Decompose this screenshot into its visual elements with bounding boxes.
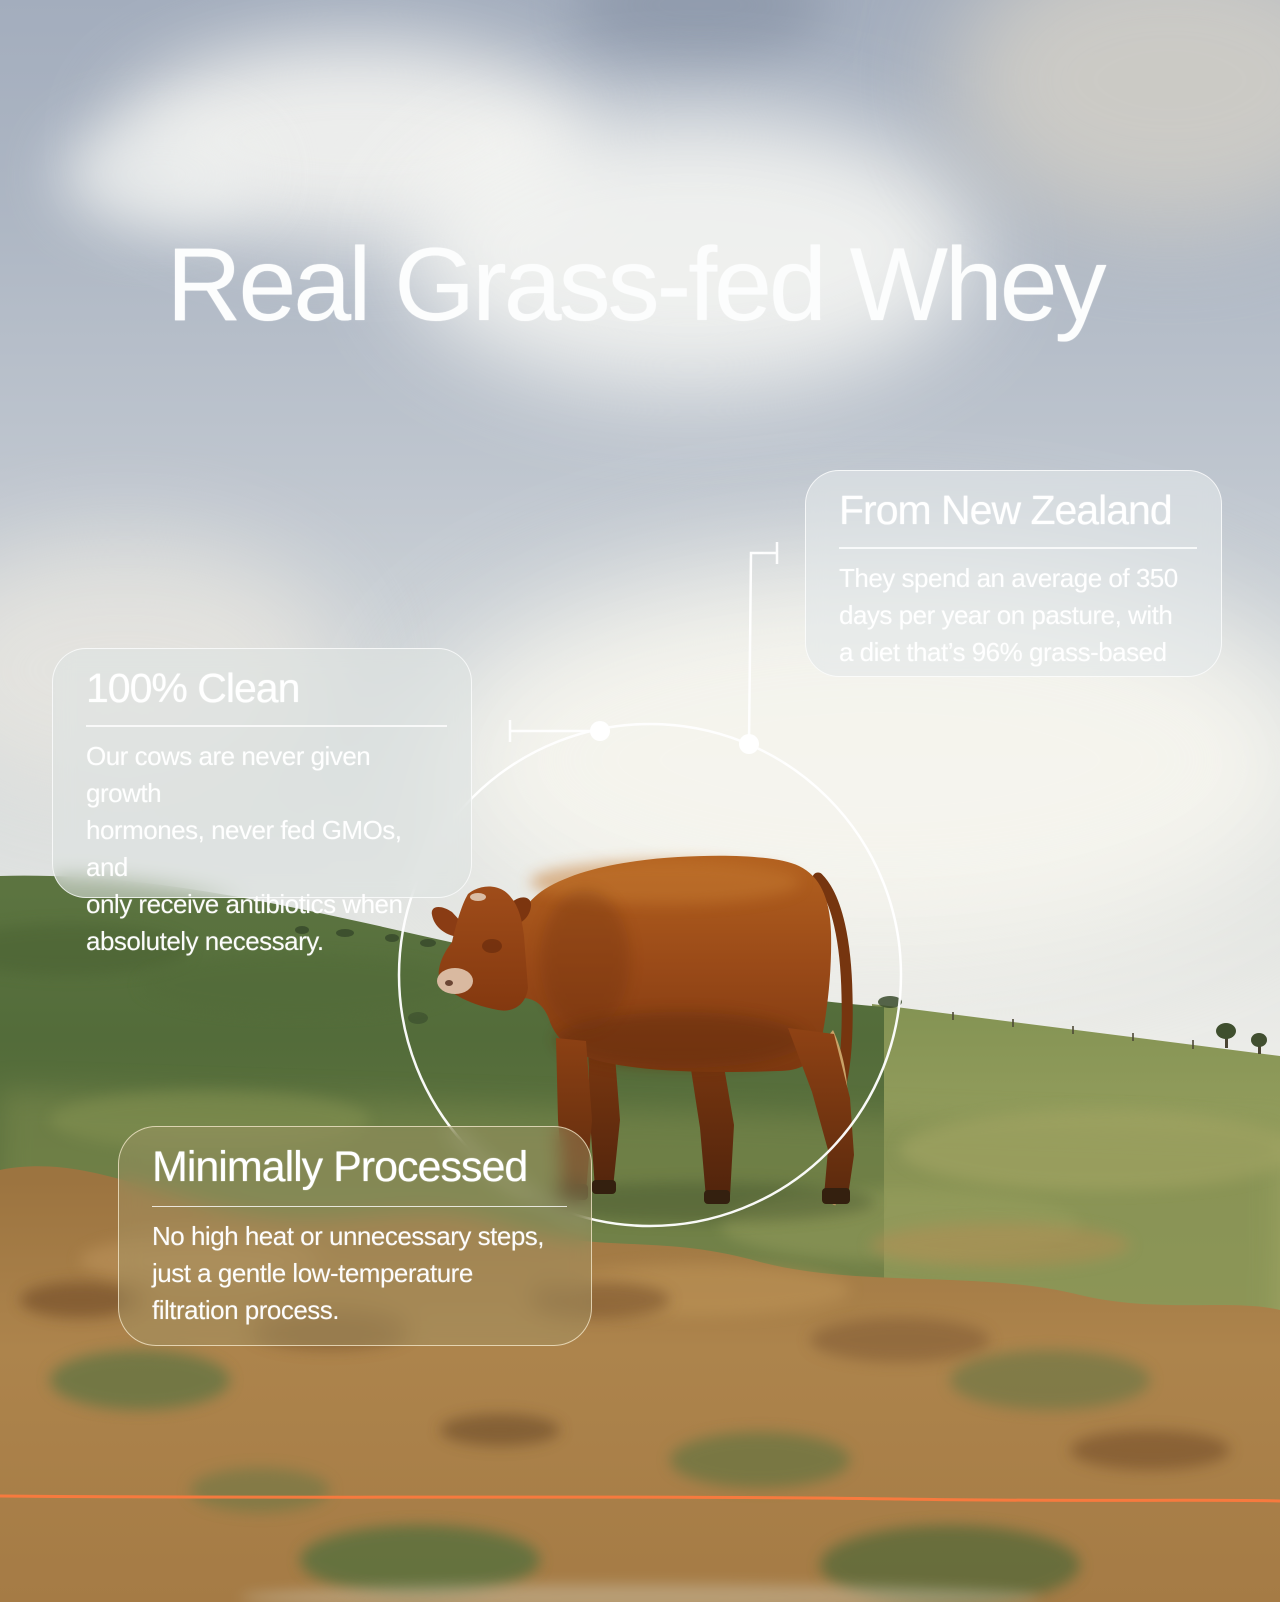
focus-circle-icon	[397, 722, 903, 1228]
callout-card-minimally-processed: Minimally Processed No high heat or unne…	[118, 1126, 592, 1346]
callout-card-from-new-zealand: From New Zealand They spend an average o…	[805, 470, 1222, 677]
cow-shoulder-shade	[540, 890, 630, 1030]
cow-nostril	[445, 980, 453, 986]
fence-wire	[0, 1494, 1280, 1503]
cloud	[60, 120, 260, 230]
callout-divider	[86, 725, 447, 727]
callout-divider	[839, 547, 1197, 549]
cow-poll-patch	[470, 893, 486, 901]
cow-tail	[812, 872, 853, 1094]
callout-body: No high heat or unnecessary steps, just …	[152, 1221, 545, 1326]
callout-card-100-clean: 100% Clean Our cows are never given grow…	[52, 648, 472, 956]
connector-clean	[508, 720, 600, 742]
cow-illustration	[431, 855, 875, 1222]
callout-divider	[152, 1205, 567, 1208]
cow-eye-shade	[482, 939, 502, 953]
connector-dot-icon	[739, 734, 759, 754]
cow-belly-shade	[555, 1012, 805, 1068]
callout-heading: From New Zealand	[839, 487, 1173, 533]
page-title: Real Grass-fed Whey	[166, 227, 1106, 343]
cow-leg	[788, 1028, 854, 1196]
connector-new-zealand	[747, 542, 779, 745]
cow-leg	[588, 1040, 620, 1188]
callout-heading: 100% Clean	[86, 665, 300, 711]
tree-icon	[1216, 1023, 1267, 1054]
cow-leg	[688, 1050, 734, 1198]
ridge-bushes	[295, 926, 902, 1024]
dirt-texture	[20, 1223, 1230, 1602]
fence-posts	[952, 1012, 1194, 1049]
cloud	[400, 110, 980, 390]
cow-muzzle	[437, 968, 473, 994]
callout-body: Our cows are never given growth hormones…	[86, 740, 403, 956]
callout-heading: Minimally Processed	[152, 1143, 528, 1191]
callout-body: They spend an average of 350 days per ye…	[839, 562, 1178, 667]
connector-dot-icon	[590, 721, 610, 741]
